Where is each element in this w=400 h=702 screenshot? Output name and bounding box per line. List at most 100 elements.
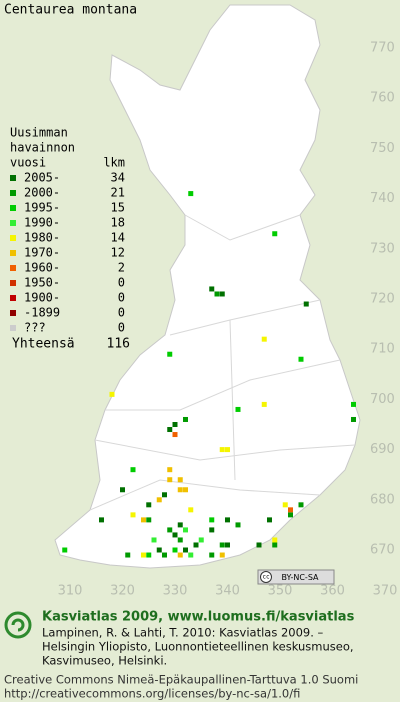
occurrence-square <box>183 416 188 422</box>
occurrence-square <box>209 527 215 533</box>
finland-outline <box>54 4 361 569</box>
occurrence-square <box>162 552 167 558</box>
total-label: Yhteensä <box>12 337 75 352</box>
occurrence-square <box>235 406 241 412</box>
x-tick-label: 360 <box>320 584 345 599</box>
y-tick-label: 720 <box>370 292 395 307</box>
legend-label: 1900- <box>24 291 60 305</box>
legend-heading: Uusimman <box>10 126 68 140</box>
legend-count: 34 <box>111 171 125 185</box>
occurrence-square <box>130 512 136 518</box>
occurrence-square <box>188 191 194 197</box>
occurrence-square <box>172 422 178 427</box>
citation: Lampinen, R. & Lahti, T. 2010: Kasviatla… <box>42 626 324 640</box>
occurrence-square <box>225 447 230 453</box>
citation: Helsingin Yliopisto, Luonnontieteellinen… <box>42 640 354 654</box>
license-url: http://creativecommons.org/licenses/by-n… <box>4 687 300 701</box>
legend-swatch <box>10 325 16 331</box>
occurrence-square <box>193 542 199 548</box>
logo <box>4 611 32 639</box>
legend-count: 0 <box>118 291 125 305</box>
occurrence-square <box>209 286 215 292</box>
occurrence-square <box>177 477 183 483</box>
legend-label: 1980- <box>24 231 60 245</box>
occurrence-square <box>225 517 230 523</box>
occurrence-square <box>141 517 146 523</box>
x-tick-label: 320 <box>110 584 135 599</box>
occurrence-square <box>167 477 173 483</box>
occurrence-square <box>256 542 262 548</box>
legend-swatch <box>10 280 16 286</box>
legend-label: 1970- <box>24 246 60 260</box>
occurrence-square <box>172 432 178 438</box>
y-tick-label: 670 <box>370 543 395 558</box>
x-tick-label: 310 <box>58 584 83 599</box>
occurrence-square <box>183 487 188 493</box>
occurrence-square <box>219 291 225 297</box>
occurrence-square <box>351 401 356 407</box>
y-tick-label: 730 <box>370 241 395 256</box>
occurrence-square <box>172 547 178 553</box>
occurrence-square <box>219 447 225 453</box>
occurrence-square <box>167 467 173 473</box>
occurrence-square <box>298 502 304 508</box>
occurrence-square <box>261 336 267 342</box>
occurrence-square <box>177 522 183 528</box>
occurrence-square <box>303 301 309 307</box>
occurrence-square <box>172 532 178 538</box>
cc-badge-label: BY-NC-SA <box>281 573 319 582</box>
occurrence-square <box>214 291 220 297</box>
legend-label: 1960- <box>24 261 60 275</box>
occurrence-square <box>272 542 278 548</box>
occurrence-square <box>267 517 272 523</box>
legend-label: 1990- <box>24 216 60 230</box>
occurrence-square <box>298 356 304 362</box>
occurrence-square <box>146 552 152 558</box>
legend-swatch <box>10 220 16 226</box>
y-tick-label: 760 <box>370 91 395 106</box>
legend-swatch <box>10 295 16 301</box>
legend-swatch <box>10 310 16 316</box>
legend-label: 1950- <box>24 276 60 290</box>
occurrence-square <box>141 552 146 558</box>
occurrence-square <box>125 552 131 558</box>
legend-count: 18 <box>111 216 125 230</box>
province-borders <box>89 214 356 511</box>
occurrence-square <box>146 517 152 523</box>
occurrence-square <box>109 391 115 397</box>
citation: Kasvimuseo, Helsinki. <box>42 654 167 668</box>
legend-count: 21 <box>111 186 125 200</box>
legend-label: ??? <box>24 321 46 335</box>
cc-badge: cc BY-NC-SA <box>257 569 335 585</box>
legend-heading: havainnon <box>10 141 75 155</box>
occurrence-square <box>99 517 104 523</box>
occurrence-square <box>209 517 215 523</box>
y-tick-label: 710 <box>370 342 395 357</box>
x-tick-label: 330 <box>163 584 188 599</box>
y-tick-label: 740 <box>370 191 395 206</box>
occurrence-square <box>162 492 167 498</box>
legend-count: 0 <box>118 276 125 290</box>
occurrence-square <box>183 527 188 533</box>
occurrence-square <box>177 537 183 543</box>
occurrence-square <box>188 507 194 513</box>
species-title: Centaurea montana <box>4 3 137 18</box>
occurrence-square <box>156 547 162 553</box>
legend-label: -1899 <box>24 306 60 320</box>
cc-icon: cc <box>262 574 270 581</box>
legend-count: 14 <box>111 231 125 245</box>
occurrence-square <box>167 527 173 533</box>
y-tick-label: 770 <box>370 41 395 56</box>
legend-swatch <box>10 250 16 256</box>
legend-count: 15 <box>111 201 125 215</box>
y-tick-label: 700 <box>370 392 395 407</box>
occurrence-square <box>272 231 278 237</box>
occurrence-square <box>130 467 136 473</box>
legend-count: 0 <box>118 306 125 320</box>
occurrence-square <box>288 507 293 513</box>
occurrence-square <box>167 427 173 433</box>
legend-swatch <box>10 265 16 271</box>
occurrence-square <box>183 547 188 553</box>
total-count: 116 <box>107 337 130 352</box>
